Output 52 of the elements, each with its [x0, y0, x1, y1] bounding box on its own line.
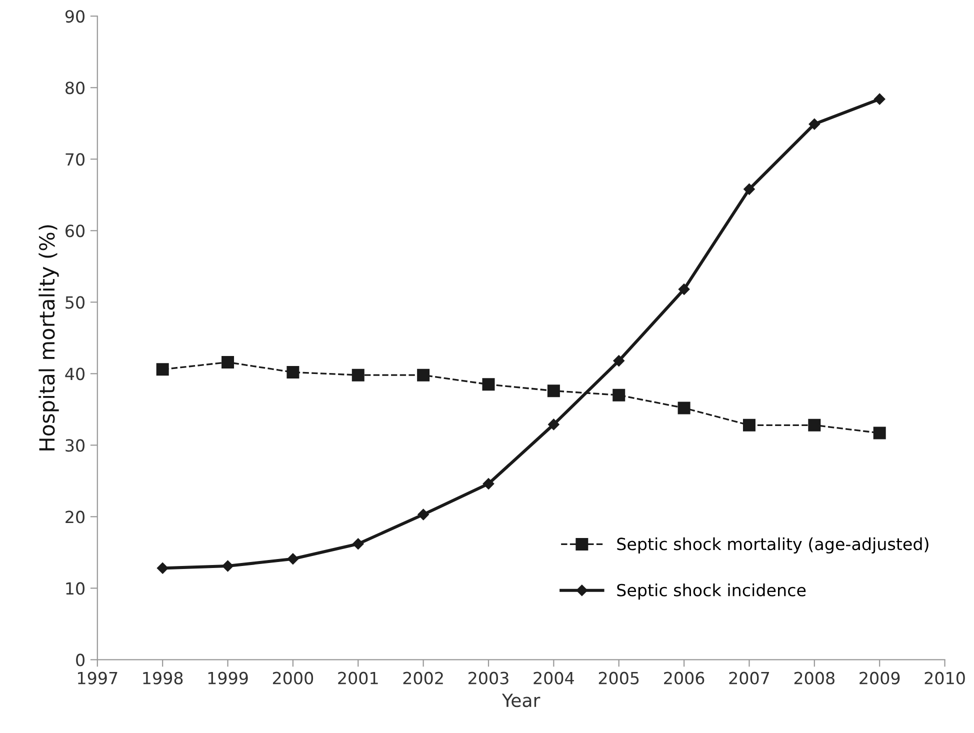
x-tick-label: 2009	[860, 672, 900, 684]
x-tick-label: 2010	[924, 672, 965, 684]
y-tick-label: 60	[66, 224, 84, 238]
y-tick-label: 0	[76, 654, 84, 666]
point	[547, 384, 560, 398]
point	[873, 426, 886, 440]
x-tick-label: 2001	[338, 672, 378, 684]
point	[352, 538, 364, 550]
x-tick-label: 2002	[403, 672, 443, 684]
x-tick-label: 2006	[664, 672, 704, 684]
x-tick-label: 2004	[534, 672, 574, 684]
y-tick-label: 80	[66, 82, 84, 94]
point	[418, 508, 429, 520]
point	[222, 356, 234, 368]
point	[808, 118, 820, 130]
point	[548, 418, 560, 430]
y-tick-label: 90	[65, 10, 84, 23]
point	[156, 562, 168, 574]
x-tick-label: 2005	[598, 672, 639, 684]
point	[352, 368, 364, 382]
y-tick-label: 10	[66, 582, 84, 595]
x-tick-label: 1999	[208, 672, 248, 684]
x-tick-label: 2000	[272, 672, 314, 684]
point	[222, 560, 234, 572]
x-tick-label: 2003	[468, 672, 508, 684]
legend-label: Septic shock mortality (age-adjusted)	[617, 537, 928, 554]
point	[612, 388, 626, 402]
point	[287, 553, 299, 564]
y-tick-label: 50	[66, 296, 84, 309]
point	[874, 93, 886, 105]
point	[742, 418, 756, 432]
y-tick-label: 20	[66, 510, 84, 524]
point	[808, 418, 821, 432]
point	[744, 184, 755, 195]
x-tick-label: 1997	[78, 672, 118, 684]
point	[417, 368, 430, 382]
point	[482, 478, 494, 490]
legend-label: Septic shock incidence	[617, 584, 806, 600]
x-tick-label: 2007	[729, 672, 770, 684]
x-tick-label: 1998	[143, 672, 183, 684]
point	[678, 284, 690, 295]
y-axis-title: Hospital mortality (%)	[38, 225, 59, 450]
point	[156, 363, 169, 376]
x-tick-label: 2008	[794, 672, 834, 684]
x-axis-title: Year	[502, 694, 540, 708]
y-tick-label: 30	[66, 439, 84, 452]
point	[482, 378, 495, 391]
point	[613, 355, 624, 366]
point	[286, 366, 300, 378]
y-tick-label: 40	[65, 368, 84, 380]
point	[678, 402, 690, 414]
y-tick-label: 70	[66, 153, 84, 166]
